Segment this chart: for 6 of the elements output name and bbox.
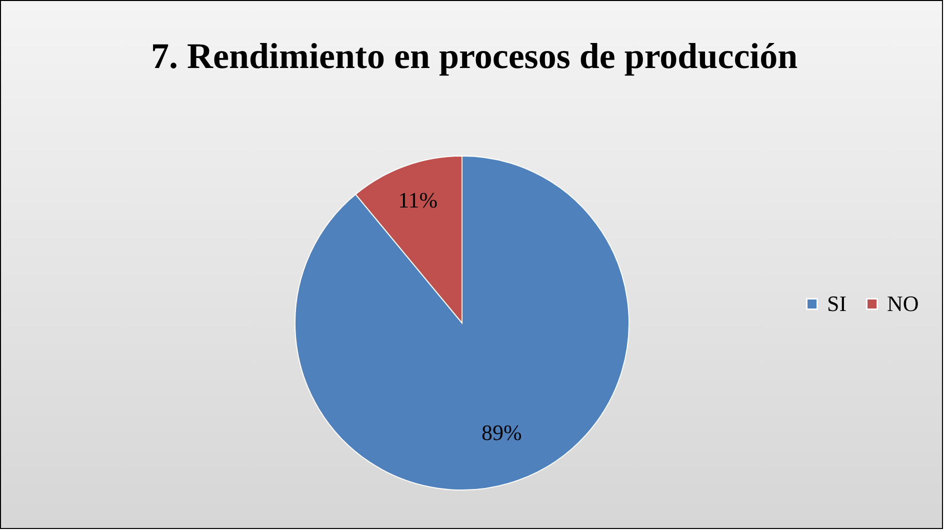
chart-title: 7. Rendimiento en procesos de producción: [151, 36, 798, 76]
data-label: 11%: [398, 187, 438, 212]
pie-slice: [294, 156, 630, 490]
legend-label: NO: [887, 291, 919, 316]
data-label: 89%: [481, 420, 522, 445]
legend-label: SI: [827, 291, 847, 316]
